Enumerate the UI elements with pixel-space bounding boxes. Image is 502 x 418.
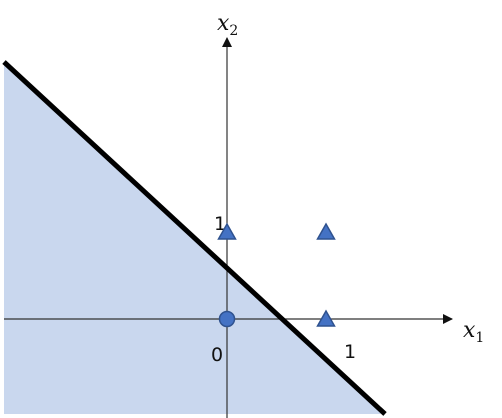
- y-axis-label: x2: [217, 11, 238, 39]
- y-axis-subscript: 2: [229, 23, 238, 39]
- x-tick-label: 1: [344, 341, 356, 363]
- y-axis-name: x: [217, 11, 230, 36]
- data-point-triangle-1: [217, 222, 237, 240]
- x-axis-label: x1: [463, 318, 484, 346]
- data-point-triangle-3: [316, 222, 336, 240]
- origin-label: 0: [211, 344, 223, 366]
- data-point-circle-0: [218, 310, 236, 328]
- data-points: [217, 222, 336, 328]
- decision-boundary-line: [2, 60, 387, 416]
- x-axis-name: x: [463, 318, 476, 343]
- x-axis-subscript: 1: [475, 330, 484, 346]
- data-point-triangle-2: [316, 309, 336, 327]
